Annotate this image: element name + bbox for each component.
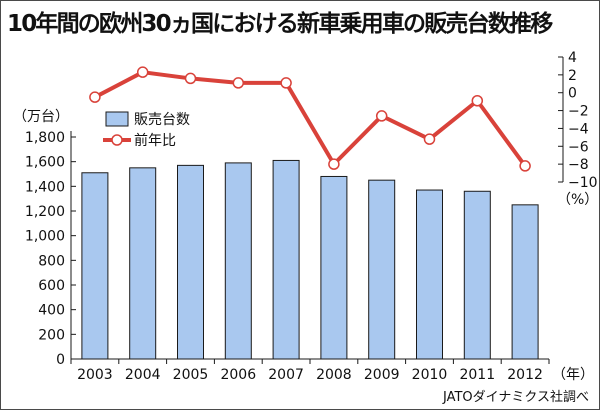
right-tick-label: −8 <box>568 157 589 173</box>
line-point-2008 <box>328 158 340 170</box>
x-tick-label: 2008 <box>316 367 352 383</box>
x-tick-label: 2003 <box>77 367 113 383</box>
left-tick-label: 1,600 <box>25 155 65 171</box>
line-point-2003 <box>89 91 101 103</box>
left-tick-label: 1,800 <box>25 130 65 146</box>
chart-title: 10年間の欧州30ヵ国における新車乗用車の販売台数推移 <box>7 11 553 37</box>
x-tick-label: 2007 <box>268 367 304 383</box>
line-point-2009 <box>375 110 388 122</box>
x-tick-label: 2010 <box>412 367 448 383</box>
left-tick-label: 400 <box>38 303 65 319</box>
x-tick-label: 2004 <box>125 367 161 383</box>
bar-2012 <box>511 204 539 360</box>
legend-swatch-bar <box>105 111 129 127</box>
right-tick-label: −4 <box>568 121 589 137</box>
line-point-2010 <box>423 133 436 145</box>
left-tick-label: 600 <box>38 278 65 294</box>
left-tick-label: 1,200 <box>25 204 65 220</box>
right-tick-label: 2 <box>568 68 577 84</box>
left-tick-label: 800 <box>38 253 65 269</box>
line-point-2012 <box>519 160 531 172</box>
source-note: JATOダイナミクス社調べ <box>442 390 589 405</box>
line-point-2006 <box>232 77 245 89</box>
legend-label-bar: 販売台数 <box>134 112 190 128</box>
bar-2003 <box>81 172 109 360</box>
x-tick-label: 2012 <box>507 367 543 383</box>
line-point-2004 <box>136 66 149 78</box>
bar-2011 <box>463 190 491 360</box>
legend: 販売台数 前年比 <box>103 111 190 149</box>
legend-label-line: 前年比 <box>134 132 176 149</box>
left-tick-label: 200 <box>38 327 65 343</box>
x-tick-label: 2005 <box>173 367 209 383</box>
line-point-2007 <box>280 77 292 89</box>
x-tick-label: 2009 <box>364 367 400 383</box>
x-axis-unit: （年） <box>552 367 594 383</box>
left-axis-unit: （万台） <box>13 109 69 125</box>
x-tick-label: 2011 <box>459 367 495 383</box>
line-series-path <box>93 70 527 168</box>
right-tick-label: −6 <box>568 139 589 155</box>
bar-2010 <box>416 189 443 360</box>
legend-swatch-marker <box>111 134 123 146</box>
left-tick-label: 1,000 <box>25 229 65 245</box>
bar-2009 <box>368 179 396 360</box>
line-point-2005 <box>184 72 197 85</box>
bar-2007 <box>272 159 300 360</box>
x-tick-label: 2006 <box>220 367 256 383</box>
right-tick-label: −2 <box>568 104 589 120</box>
bar-2004 <box>129 167 157 360</box>
bar-2006 <box>224 162 252 360</box>
bar-2005 <box>177 164 204 360</box>
right-tick-label: 0 <box>568 86 577 102</box>
left-tick-label: 0 <box>56 352 65 368</box>
right-axis-unit: （%） <box>557 192 598 208</box>
line-point-2011 <box>471 95 484 107</box>
right-tick-label: 4 <box>568 50 577 66</box>
right-tick-label: −10 <box>568 175 598 191</box>
left-tick-label: 1,400 <box>25 179 65 195</box>
bar-2008 <box>320 175 348 360</box>
